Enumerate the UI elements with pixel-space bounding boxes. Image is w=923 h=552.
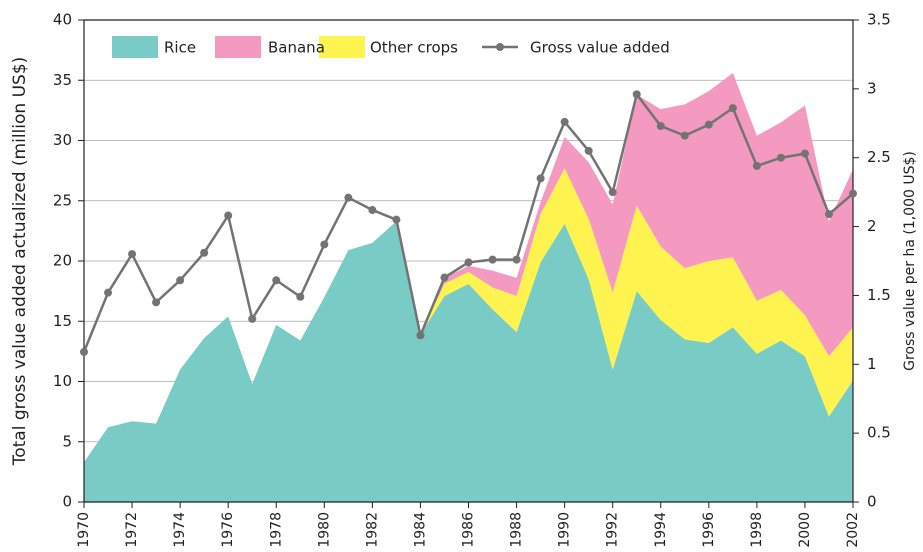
x-tick-label: 1992: [605, 512, 621, 548]
legend-label: Banana: [268, 39, 325, 57]
x-tick-label: 1994: [653, 512, 669, 548]
area: [84, 73, 853, 463]
y2-tick-label: 0: [867, 493, 877, 511]
x-tick-label: 1976: [220, 512, 236, 548]
legend-swatch: [215, 36, 261, 58]
point: [800, 149, 809, 158]
point: [536, 174, 545, 183]
x-tick-label: 1980: [316, 512, 332, 548]
point: [584, 146, 593, 155]
y2-axis-label: Gross value per ha (1,000 US$): [902, 151, 918, 371]
point: [152, 298, 161, 307]
point: [849, 189, 857, 198]
y-tick-label: 40: [53, 11, 72, 29]
area: [84, 221, 853, 503]
y-tick-label: 30: [53, 131, 72, 149]
point: [224, 211, 233, 220]
point: [824, 210, 833, 219]
y2-tick-label: 3: [867, 79, 877, 97]
point: [272, 276, 281, 285]
point: [320, 240, 329, 249]
y-tick-label: 15: [53, 312, 72, 330]
x-tick-label: 1990: [557, 512, 573, 548]
point: [368, 206, 377, 215]
point: [704, 120, 713, 129]
y2-tick-label: 3.5: [867, 11, 891, 29]
legend-label: Other crops: [370, 39, 458, 57]
point: [752, 161, 761, 170]
point: [344, 193, 353, 202]
x-tick-label: 2000: [797, 512, 813, 548]
x-tick-label: 1972: [124, 512, 140, 548]
point: [776, 153, 785, 162]
point: [176, 276, 185, 285]
y-tick-label: 20: [53, 252, 72, 270]
y-tick-label: 35: [53, 71, 72, 89]
point: [392, 215, 401, 224]
point: [608, 188, 617, 197]
area: [84, 168, 853, 463]
legend-label: Rice: [164, 39, 196, 57]
point: [680, 131, 689, 140]
x-tick-label: 1974: [172, 512, 188, 548]
y2-tick-label: 2: [867, 217, 877, 235]
y-tick-label: 10: [53, 372, 72, 390]
legend-swatch: [319, 36, 365, 58]
x-tick-label: 1998: [749, 512, 765, 548]
legend-swatch: [112, 36, 158, 58]
y-tick-label: 5: [62, 432, 72, 450]
point: [464, 258, 473, 267]
point: [632, 90, 641, 99]
y2-tick-label: 1: [867, 355, 877, 373]
areas: [84, 73, 853, 503]
point: [104, 288, 113, 297]
point: [512, 255, 521, 264]
point: [440, 273, 449, 282]
legend-marker: [496, 43, 504, 51]
y-axis-label: Total gross value added actualized (mill…: [10, 57, 30, 467]
x-tick-label: 1984: [412, 512, 428, 548]
x-tick-label: 1986: [461, 512, 477, 548]
point: [296, 292, 305, 301]
point: [200, 248, 209, 257]
point: [128, 250, 137, 259]
point: [560, 117, 569, 126]
point: [416, 331, 425, 340]
x-tick-label: 2002: [845, 512, 861, 548]
point: [248, 314, 257, 323]
x-tick-label: 1970: [76, 512, 92, 548]
x-tick-label: 1988: [509, 512, 525, 548]
y2-tick-label: 0.5: [867, 424, 891, 442]
y2-tick-label: 1.5: [867, 286, 891, 304]
y-tick-label: 0: [62, 493, 72, 511]
x-tick-label: 1982: [364, 512, 380, 548]
legend-label: Gross value added: [530, 39, 670, 57]
y-tick-label: 25: [53, 191, 72, 209]
point: [656, 122, 665, 131]
x-tick-label: 1996: [701, 512, 717, 548]
x-tick-label: 1978: [268, 512, 284, 548]
y2-tick-label: 2.5: [867, 148, 891, 166]
point: [80, 347, 88, 356]
point: [488, 255, 497, 264]
point: [728, 104, 737, 113]
